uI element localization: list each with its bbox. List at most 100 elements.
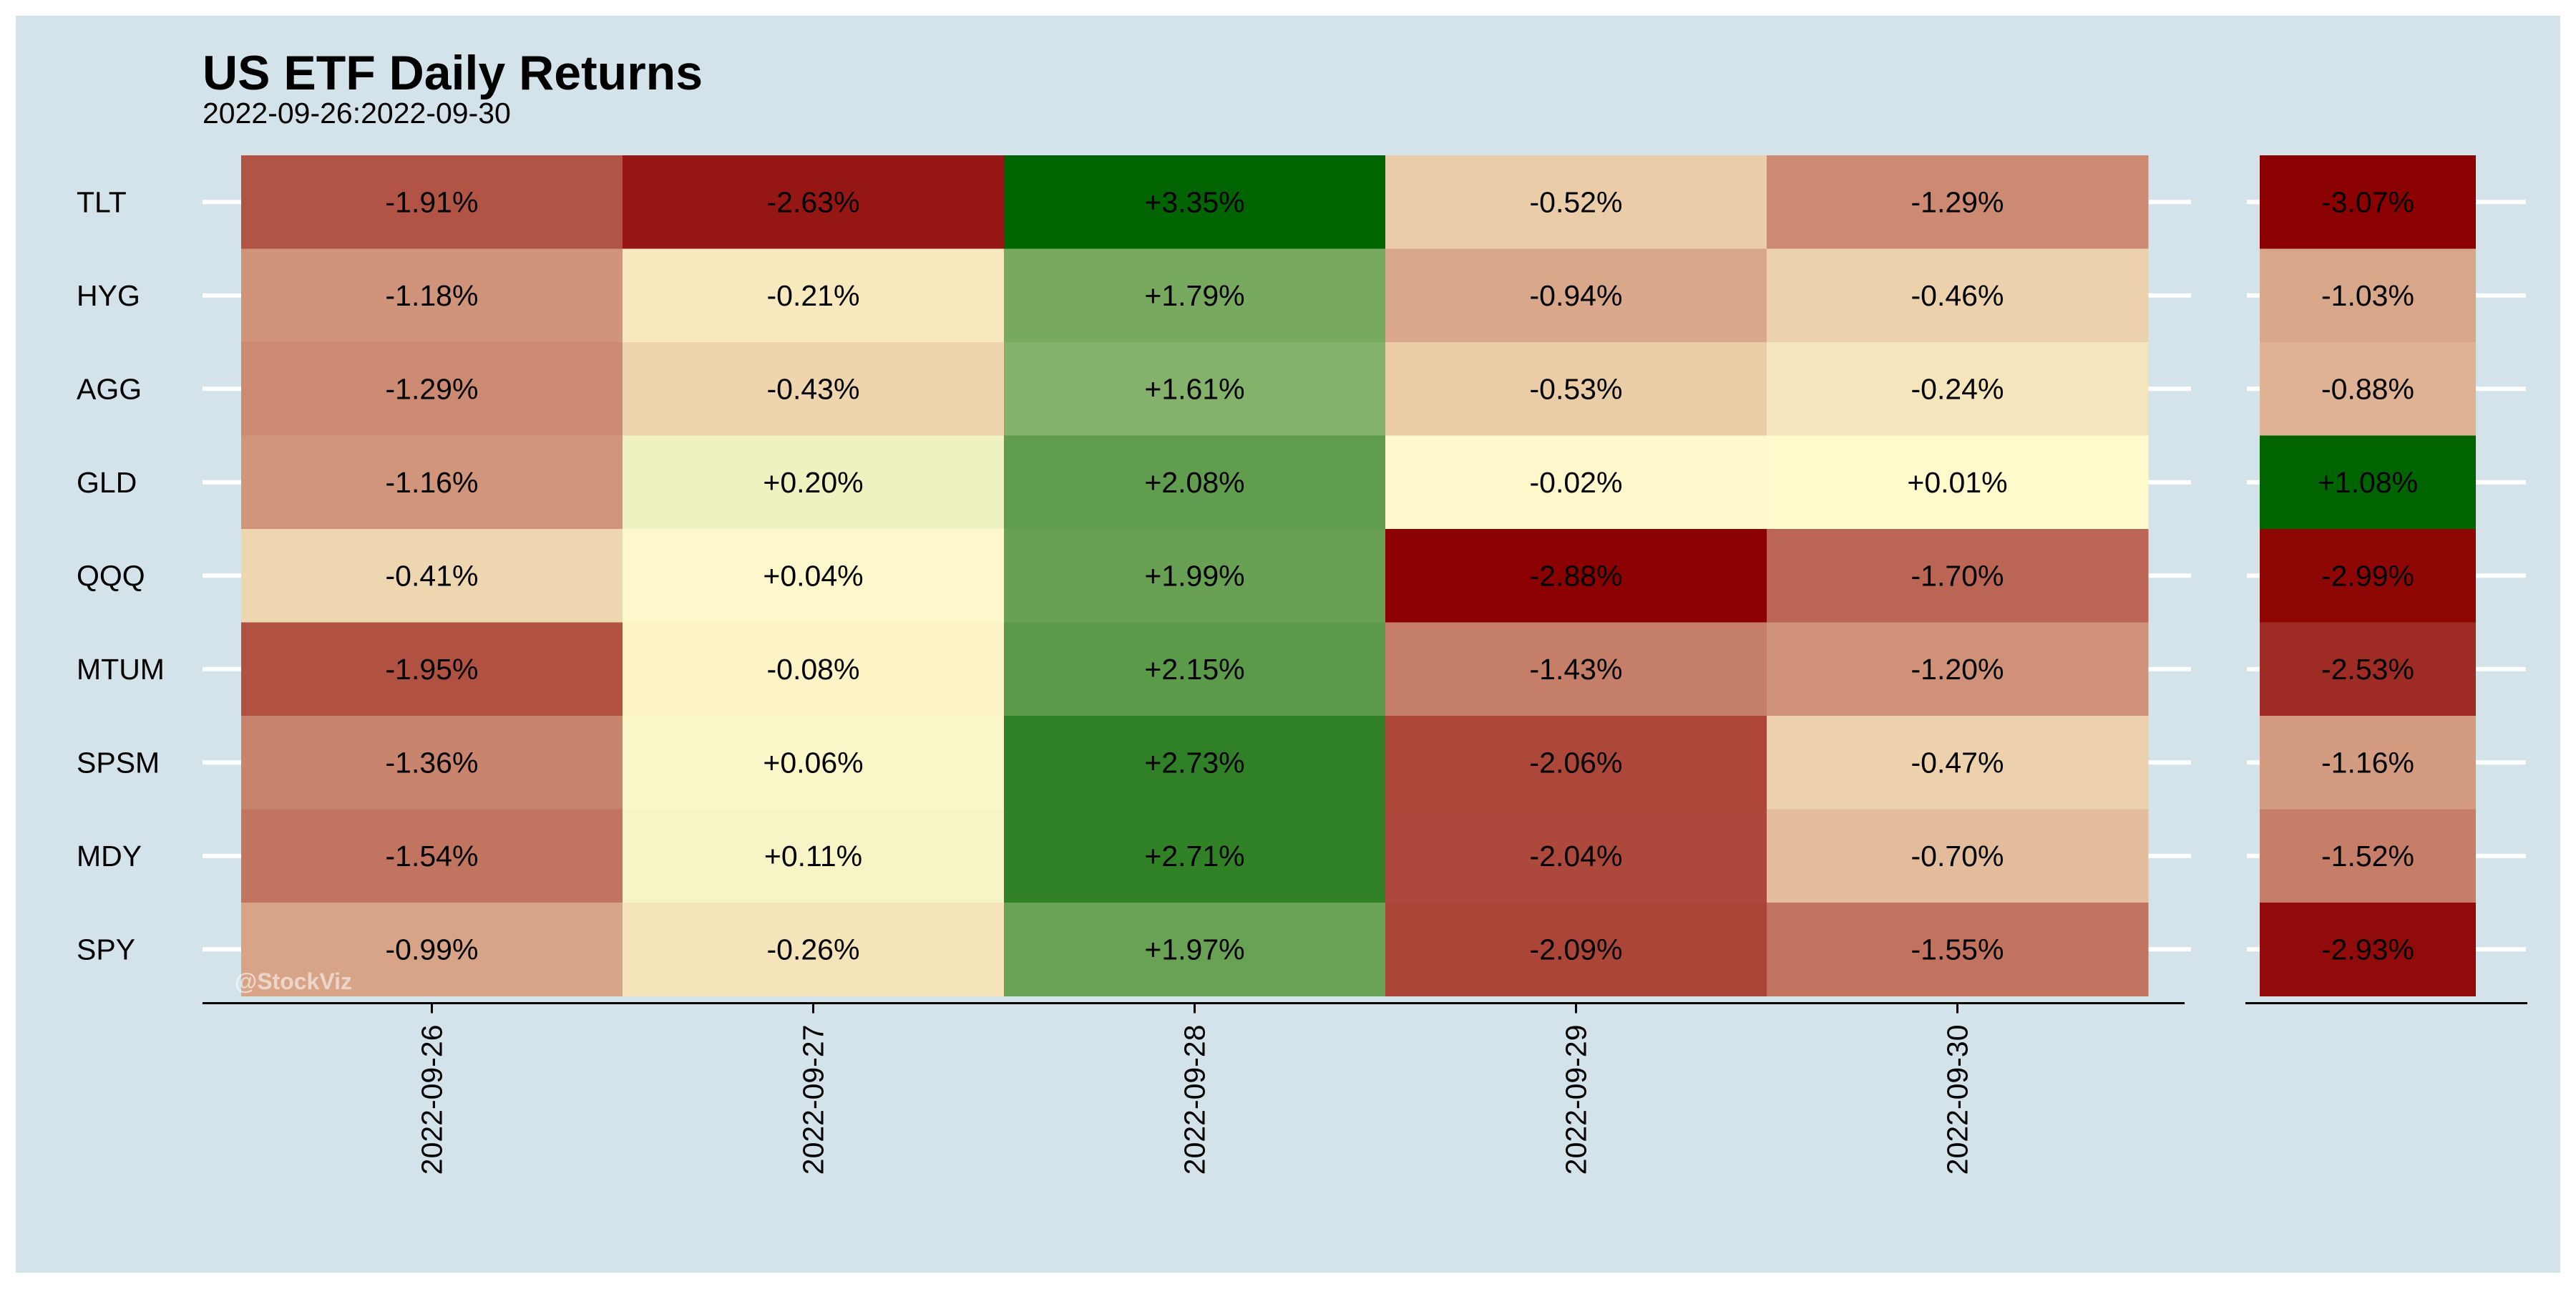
summary-cell-label: -1.16%	[2321, 746, 2414, 779]
x-tick-label: 2022-09-27	[797, 1025, 830, 1175]
cell-label: +2.71%	[1144, 840, 1244, 873]
cell-label: -0.52%	[1530, 185, 1623, 218]
heatmap-cell	[623, 903, 1005, 996]
heatmap-cell	[623, 248, 1005, 343]
summary-cell-label: -1.03%	[2321, 279, 2414, 312]
cell-label: +1.99%	[1144, 559, 1244, 592]
heatmap-cell	[623, 622, 1005, 717]
cell-label: -1.55%	[1911, 933, 2004, 966]
heatmap-cell	[241, 903, 623, 996]
summary-cell	[2260, 622, 2476, 717]
heatmap-cell	[1385, 155, 1767, 249]
x-tick-label: 2022-09-26	[416, 1025, 449, 1175]
summary-cell	[2260, 248, 2476, 343]
cell-label: +2.08%	[1144, 466, 1244, 499]
cell-label: +0.06%	[763, 746, 863, 779]
cell-label: -0.53%	[1530, 372, 1623, 405]
heatmap-cell	[1385, 342, 1767, 436]
y-tick-label: HYG	[77, 279, 140, 312]
heatmap-cell	[1385, 903, 1767, 996]
summary-cell-label: -2.53%	[2321, 653, 2414, 686]
summary-cell-label: -2.99%	[2321, 559, 2414, 592]
heatmap-cell	[623, 809, 1005, 903]
heatmap-cell	[241, 809, 623, 903]
summary-cell	[2260, 809, 2476, 903]
summary-cell-label: -1.52%	[2321, 840, 2414, 873]
cell-label: -2.09%	[1530, 933, 1623, 966]
y-tick-label: GLD	[77, 466, 137, 499]
cell-label: +3.35%	[1144, 185, 1244, 218]
summary-cell-label: -3.07%	[2321, 185, 2414, 218]
cell-label: -2.06%	[1530, 746, 1623, 779]
cell-label: -0.21%	[767, 279, 860, 312]
cell-label: -2.04%	[1530, 840, 1623, 873]
heatmap-cell	[1004, 716, 1386, 810]
cell-label: -2.88%	[1530, 559, 1623, 592]
heatmap-cell	[1004, 622, 1386, 717]
summary-cell	[2260, 903, 2476, 996]
cell-label: +2.15%	[1144, 653, 1244, 686]
watermark: @StockViz	[235, 968, 352, 994]
heatmap-cell	[1385, 248, 1767, 343]
heatmap-cell	[1004, 248, 1386, 343]
summary-cell	[2260, 529, 2476, 623]
heatmap-cell	[241, 622, 623, 717]
y-tick-label: AGG	[77, 372, 142, 405]
cell-label: +0.11%	[764, 840, 862, 873]
summary-cell	[2260, 435, 2476, 530]
y-tick-label: TLT	[77, 185, 127, 218]
cell-label: -1.36%	[386, 746, 479, 779]
cell-label: -1.91%	[386, 185, 479, 218]
cell-label: +0.01%	[1907, 466, 2007, 499]
y-tick-label: MTUM	[77, 653, 165, 686]
summary-cell-label: +1.08%	[2318, 466, 2418, 499]
cell-label: -0.43%	[767, 372, 860, 405]
heatmap-cell	[1767, 903, 2149, 996]
cell-label: -0.41%	[386, 559, 479, 592]
cell-label: -0.47%	[1911, 746, 2004, 779]
heatmap-cell	[241, 155, 623, 249]
cell-label: -1.18%	[386, 279, 479, 312]
summary-cell-label: -0.88%	[2321, 372, 2414, 405]
cell-label: -1.20%	[1911, 653, 2004, 686]
heatmap-cell	[1004, 155, 1386, 249]
heatmap-cell	[1767, 809, 2149, 903]
cell-label: -0.02%	[1530, 466, 1623, 499]
heatmap-cell	[241, 716, 623, 810]
heatmap-cell	[1385, 622, 1767, 717]
chart-title: US ETF Daily Returns	[203, 46, 703, 100]
summary-cell	[2260, 342, 2476, 436]
summary-cell-label: -2.93%	[2321, 933, 2414, 966]
heatmap-cell	[1004, 435, 1386, 530]
cell-label: -1.43%	[1530, 653, 1623, 686]
heatmap-cell	[1004, 342, 1386, 436]
summary-cell	[2260, 155, 2476, 249]
heatmap-cell	[1767, 529, 2149, 623]
heatmap-cell	[623, 342, 1005, 436]
heatmap-cell	[623, 716, 1005, 810]
heatmap-cell	[241, 529, 623, 623]
heatmap-cell	[1004, 809, 1386, 903]
heatmap-cell	[1767, 248, 2149, 343]
cell-label: -0.70%	[1911, 840, 2004, 873]
cell-label: -2.63%	[767, 185, 860, 218]
cell-label: -1.95%	[386, 653, 479, 686]
cell-label: -0.26%	[767, 933, 860, 966]
heatmap-cell	[623, 435, 1005, 530]
heatmap-cell	[1767, 622, 2149, 717]
cell-label: -1.29%	[1911, 185, 2004, 218]
cell-label: -1.29%	[386, 372, 479, 405]
y-tick-label: QQQ	[77, 559, 145, 592]
heatmap-cell	[1004, 903, 1386, 996]
cell-label: -0.08%	[767, 653, 860, 686]
cell-label: +0.20%	[763, 466, 863, 499]
y-tick-label: SPY	[77, 933, 135, 966]
heatmap-cell	[241, 435, 623, 530]
cell-label: +1.61%	[1144, 372, 1244, 405]
cell-label: -0.24%	[1911, 372, 2004, 405]
heatmap-cell	[1767, 716, 2149, 810]
cell-label: -0.99%	[386, 933, 479, 966]
x-tick-label: 2022-09-29	[1560, 1025, 1593, 1175]
heatmap-cell	[623, 155, 1005, 249]
